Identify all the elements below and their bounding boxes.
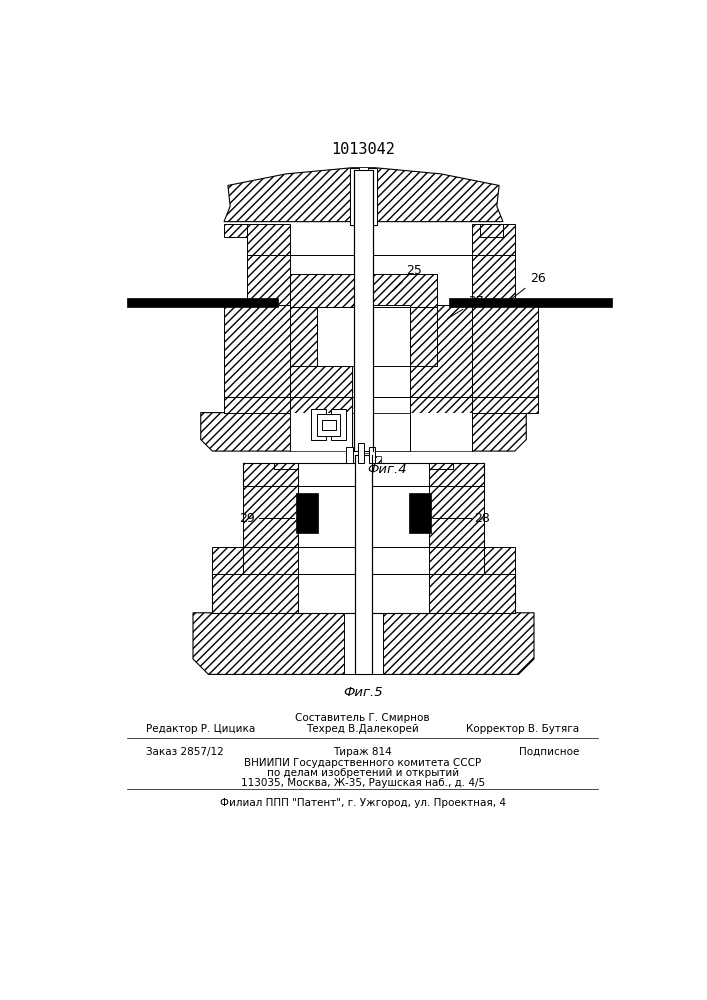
Bar xyxy=(352,305,410,397)
Text: 28: 28 xyxy=(474,512,490,525)
Text: Фиг.5: Фиг.5 xyxy=(344,686,383,699)
Bar xyxy=(290,307,317,366)
Bar xyxy=(349,168,359,225)
Bar xyxy=(358,443,364,463)
Bar xyxy=(274,463,298,469)
Bar xyxy=(472,305,538,397)
Text: Фиг.4: Фиг.4 xyxy=(367,463,407,476)
Bar xyxy=(243,463,298,486)
Bar xyxy=(290,397,352,413)
Text: 29: 29 xyxy=(239,512,255,525)
Bar xyxy=(331,409,346,440)
Bar xyxy=(127,298,279,307)
Bar xyxy=(247,255,290,305)
Bar xyxy=(311,409,327,440)
Bar xyxy=(290,274,437,307)
Bar xyxy=(224,224,247,237)
Text: Корректор В. Бутяга: Корректор В. Бутяга xyxy=(466,724,579,734)
Bar xyxy=(359,168,368,225)
Text: Техред В.Далекорей: Техред В.Далекорей xyxy=(306,724,419,734)
Bar xyxy=(429,463,452,469)
Bar xyxy=(472,255,515,305)
Bar xyxy=(224,397,290,413)
Bar xyxy=(352,397,410,413)
Bar xyxy=(484,547,515,574)
Bar xyxy=(352,413,410,451)
Text: 27: 27 xyxy=(448,295,484,319)
Bar xyxy=(317,414,340,436)
Bar xyxy=(290,305,352,397)
Bar xyxy=(346,447,353,463)
Bar xyxy=(364,453,370,463)
Bar xyxy=(354,170,373,451)
Bar xyxy=(429,463,484,486)
Bar xyxy=(349,170,378,225)
Bar xyxy=(298,463,429,486)
Text: ВНИИПИ Государственного комитета СССР: ВНИИПИ Государственного комитета СССР xyxy=(244,758,481,768)
Bar xyxy=(369,447,375,463)
Bar xyxy=(212,547,243,574)
Bar xyxy=(410,397,472,413)
Bar xyxy=(243,486,298,547)
Bar xyxy=(472,397,538,413)
Bar xyxy=(344,613,383,674)
Bar xyxy=(247,224,290,255)
Polygon shape xyxy=(193,613,534,674)
Bar xyxy=(298,574,429,613)
Text: 1013042: 1013042 xyxy=(331,142,395,157)
Text: по делам изобретений и открытий: по делам изобретений и открытий xyxy=(267,768,459,778)
Bar xyxy=(410,305,472,397)
Bar xyxy=(480,224,503,237)
Text: Составитель Г. Смирнов: Составитель Г. Смирнов xyxy=(296,713,430,723)
Text: Филиал ППП "Патент", г. Ужгород, ул. Проектная, 4: Филиал ППП "Патент", г. Ужгород, ул. Про… xyxy=(220,798,506,808)
Bar xyxy=(449,298,612,307)
Bar xyxy=(346,453,352,463)
Bar xyxy=(375,456,380,463)
Bar xyxy=(296,493,317,533)
Bar xyxy=(212,574,298,613)
Bar xyxy=(290,255,472,305)
Bar xyxy=(410,307,437,366)
Bar xyxy=(355,455,372,674)
Bar xyxy=(429,486,484,547)
Text: 25: 25 xyxy=(392,264,422,291)
Bar xyxy=(224,305,290,397)
Bar xyxy=(409,493,431,533)
Bar xyxy=(298,547,429,574)
Bar xyxy=(322,420,336,430)
Text: 113035, Москва, Ж-35, Раушская наб., д. 4/5: 113035, Москва, Ж-35, Раушская наб., д. … xyxy=(240,778,485,788)
Text: 26: 26 xyxy=(509,272,546,301)
Bar xyxy=(410,413,472,451)
Bar xyxy=(472,224,515,255)
Text: Заказ 2857/12: Заказ 2857/12 xyxy=(146,747,224,757)
Text: Тираж 814: Тираж 814 xyxy=(333,747,392,757)
Polygon shape xyxy=(201,413,526,451)
Bar xyxy=(298,486,429,547)
Bar xyxy=(429,547,484,574)
Polygon shape xyxy=(224,168,503,222)
Bar xyxy=(368,168,378,225)
Bar xyxy=(243,547,298,574)
Text: Подписное: Подписное xyxy=(518,747,579,757)
Bar xyxy=(317,307,410,366)
Bar xyxy=(290,413,352,451)
Text: Редактор Р. Цицика: Редактор Р. Цицика xyxy=(146,724,256,734)
Bar xyxy=(429,574,515,613)
